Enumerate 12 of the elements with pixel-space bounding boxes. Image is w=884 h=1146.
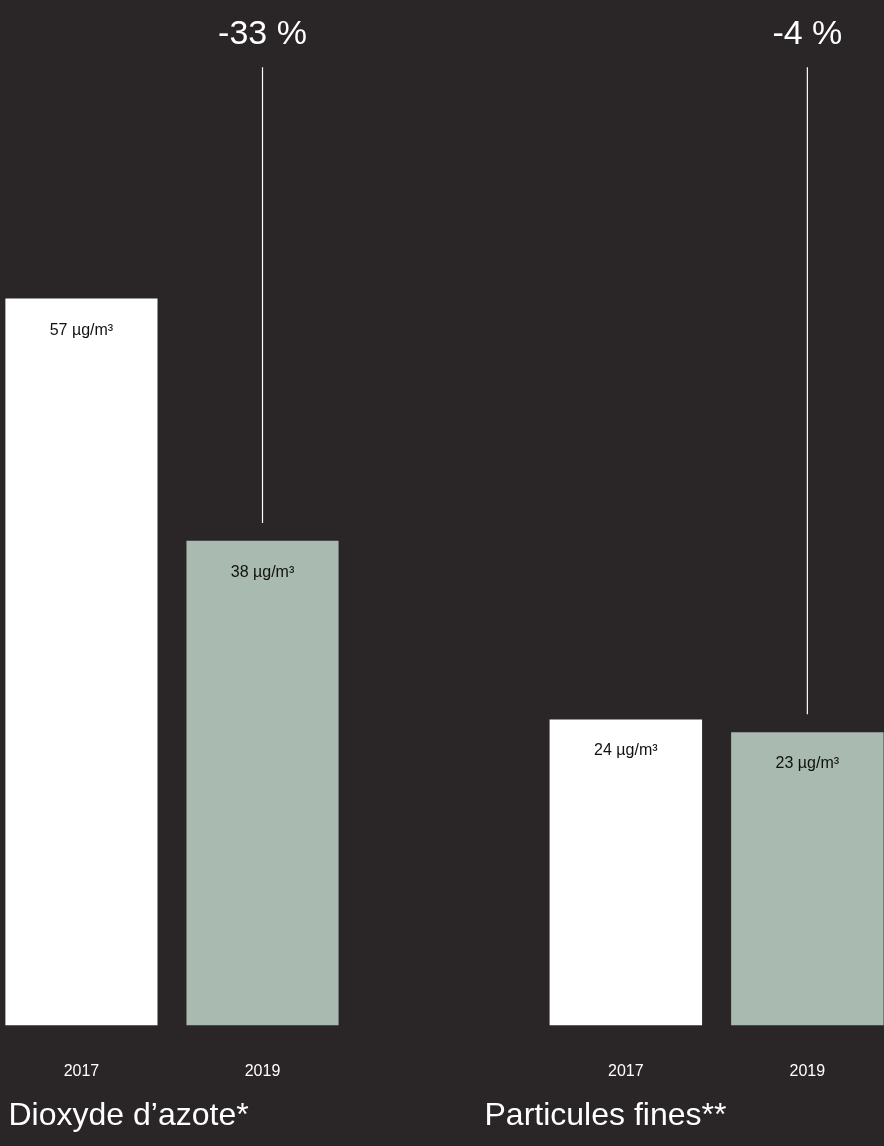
data-label: 38 µg/m³ bbox=[230, 562, 295, 580]
x-tick-label: 2019 bbox=[789, 1061, 826, 1079]
text: Dioxyde d’azote* bbox=[8, 1095, 249, 1132]
x-tick-label: 2017 bbox=[608, 1061, 644, 1079]
data-label: 23 µg/m³ bbox=[775, 754, 840, 772]
text: -4 % bbox=[772, 12, 843, 51]
x-tick-label: 2017 bbox=[63, 1061, 100, 1079]
text: -33 % bbox=[218, 12, 307, 51]
x-tick-label: 2019 bbox=[244, 1061, 281, 1079]
data-label: 24 µg/m³ bbox=[594, 741, 659, 759]
data-label: 57 µg/m³ bbox=[49, 320, 114, 338]
text: Particules fines** bbox=[484, 1095, 727, 1132]
